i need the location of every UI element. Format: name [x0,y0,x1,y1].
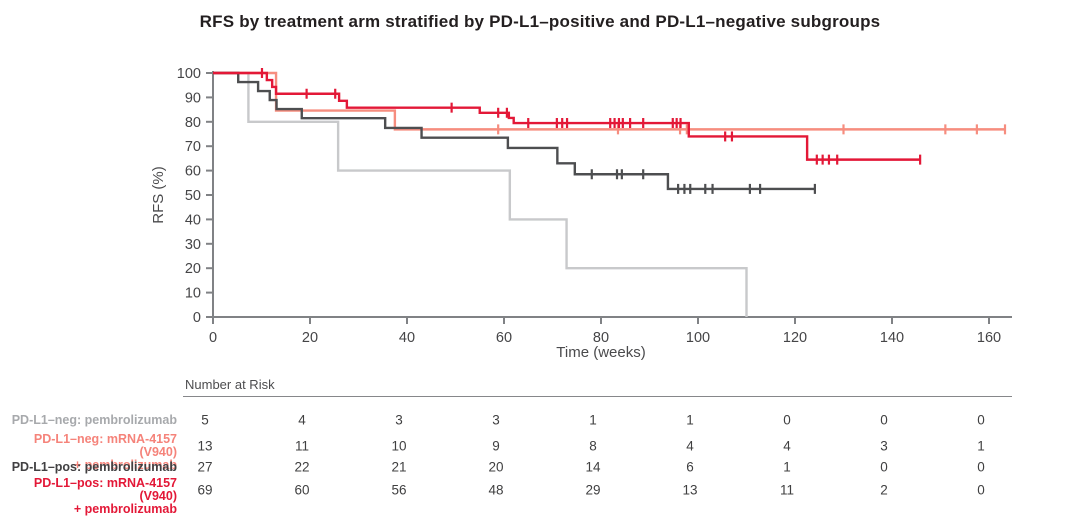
risk-value: 1 [783,459,791,475]
risk-value: 4 [783,438,791,454]
risk-value: 60 [294,482,310,498]
risk-value: 4 [686,438,694,454]
risk-value: 13 [197,438,213,454]
risk-value: 5 [201,412,209,428]
axis-lines [212,71,1012,318]
risk-value: 10 [391,438,407,454]
risk-value: 0 [880,412,888,428]
y-tick-label: 100 [177,66,201,82]
km-plot: 0 10 20 30 40 50 60 70 80 90 100 0 20 40 60 80 100 120 140… [177,66,1012,346]
x-tick-label: 20 [302,330,318,346]
axis-tick-labels: 0 10 20 30 40 50 60 70 80 90 100 0 20 40 60 80 100 120 140… [177,66,1001,346]
y-tick-label: 60 [185,164,201,180]
risk-row-label-1: PD-L1–neg: mRNA-4157 (V940) + pembrolizum… [33,432,177,472]
risk-value: 0 [783,412,791,428]
risk-value: 6 [686,459,694,475]
risk-value: 13 [682,482,698,498]
risk-value: 48 [488,482,504,498]
axes [206,71,1012,324]
risk-value: 29 [585,482,601,498]
x-tick-label: 140 [880,330,904,346]
x-tick-label: 0 [209,330,217,346]
y-tick-label: 20 [185,261,201,277]
curve-2 [213,71,815,191]
curve-3 [213,71,921,161]
risk-value: 0 [977,482,985,498]
risk-row-label-0: PD-L1–neg: pembrolizumab [11,412,177,427]
x-tick-label: 60 [496,330,512,346]
risk-value: 8 [589,438,597,454]
y-tick-label: 0 [193,310,201,326]
y-tick-label: 80 [185,115,201,131]
risk-value: 22 [294,459,310,475]
risk-value: 69 [197,482,213,498]
number-at-risk-divider [183,396,1012,397]
risk-value: 1 [977,438,985,454]
risk-value: 1 [589,412,597,428]
risk-value: 11 [779,482,795,498]
risk-value: 0 [977,459,985,475]
y-tick-label: 90 [185,90,201,106]
y-axis-title: RFS (%) [150,166,167,224]
risk-row-label-3: PD-L1–pos: mRNA-4157 (V940) + pembrolizum… [33,476,177,516]
risk-row-label-2: PD-L1–pos: pembrolizumab [11,459,177,474]
risk-value: 3 [492,412,500,428]
x-tick-label: 120 [783,330,807,346]
survival-curves [213,68,1007,317]
x-tick-label: 80 [593,330,609,346]
y-tick-label: 30 [185,237,201,253]
risk-value: 20 [488,459,504,475]
risk-value: 0 [880,459,888,475]
y-tick-label: 40 [185,212,201,228]
risk-value: 11 [294,438,310,454]
risk-value: 4 [298,412,306,428]
number-at-risk-header: Number at Risk [185,377,275,392]
x-tick-label: 100 [686,330,710,346]
risk-value: 3 [395,412,403,428]
risk-value: 27 [197,459,213,475]
chart-title: RFS by treatment arm stratified by PD-L1… [199,12,881,31]
y-tick-label: 50 [185,188,201,204]
risk-value: 14 [585,459,601,475]
risk-value: 2 [880,482,888,498]
x-axis-title: Time (weeks) [556,344,646,361]
risk-value: 0 [977,412,985,428]
risk-value: 1 [686,412,694,428]
y-tick-label: 70 [185,139,201,155]
x-tick-label: 160 [977,330,1001,346]
y-tick-label: 10 [185,286,201,302]
risk-value: 56 [391,482,407,498]
risk-value: 3 [880,438,888,454]
x-tick-label: 40 [399,330,415,346]
curve-0 [213,71,748,317]
risk-value: 21 [391,459,407,475]
risk-value: 9 [492,438,500,454]
